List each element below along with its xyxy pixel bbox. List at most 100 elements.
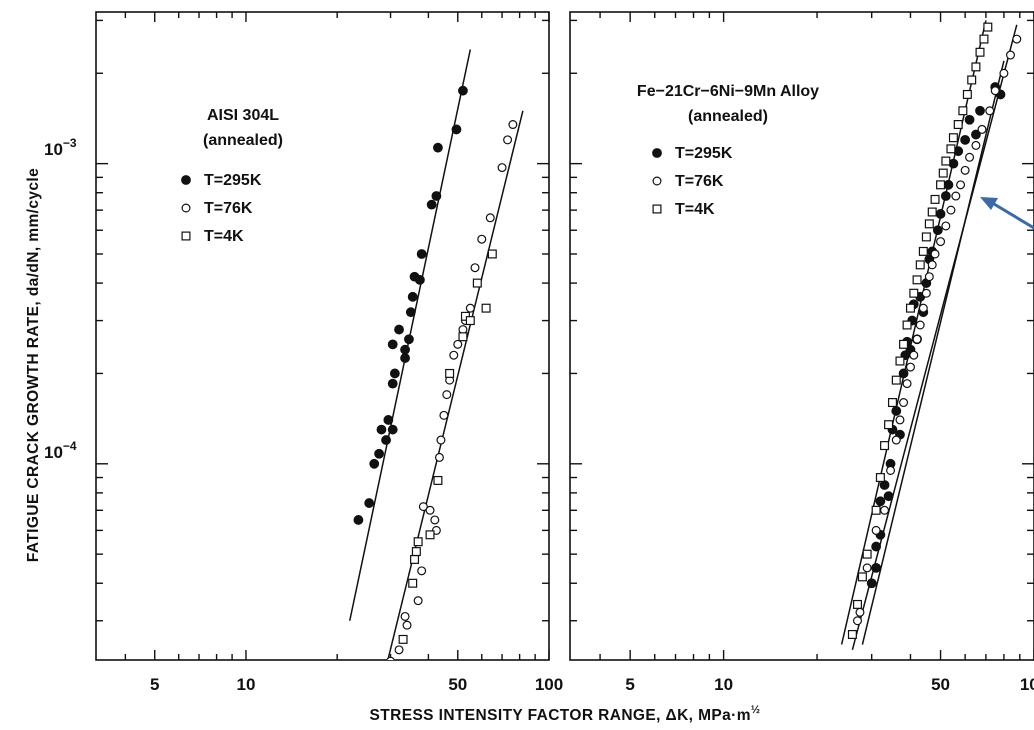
data-point-t-4k	[912, 275, 922, 285]
y-ticks	[96, 19, 549, 622]
legend-marker-t-295k	[652, 148, 662, 158]
data-point-t-76k	[956, 180, 966, 190]
data-point-t-76k	[909, 350, 919, 360]
data-point-t-76k	[465, 303, 475, 313]
legend-label-t-4k: T=4K	[204, 228, 244, 245]
data-point-t-76k	[855, 607, 865, 617]
data-point-t-295k	[400, 353, 410, 363]
data-point-t-76k	[990, 86, 1000, 96]
data-point-t-76k	[902, 379, 912, 389]
y-tick-label-1e-4: 10−4	[44, 439, 77, 462]
plot-area	[348, 49, 524, 660]
chart-subtitle: (annealed)	[688, 108, 768, 125]
data-point-t-4k	[410, 554, 420, 564]
data-point-t-4k	[902, 320, 912, 330]
data-point-t-76k	[417, 566, 427, 576]
data-point-t-4k	[915, 260, 925, 270]
data-point-t-295k	[426, 199, 437, 210]
data-point-t-76k	[871, 525, 881, 535]
x-tick-label: 100	[1020, 675, 1034, 694]
data-point-t-76k	[985, 106, 995, 116]
data-point-t-76k	[915, 320, 925, 330]
data-point-t-76k	[891, 435, 901, 445]
data-point-t-295k	[387, 378, 398, 389]
data-point-t-76k	[508, 120, 518, 130]
data-point-t-76k	[905, 362, 915, 372]
series-t-295k	[353, 85, 468, 525]
data-point-t-76k	[852, 616, 862, 626]
data-point-t-295k	[369, 458, 380, 469]
data-point-t-295k	[971, 129, 981, 140]
data-point-t-4k	[481, 303, 491, 313]
data-point-t-76k	[503, 135, 513, 145]
series-t-4k	[398, 249, 497, 644]
fit-line-t-295k	[861, 60, 1005, 645]
data-point-t-76k	[999, 68, 1009, 78]
y-tick-label-1e-3: 10−3	[44, 136, 77, 159]
data-point-t-295k	[960, 134, 971, 145]
data-point-t-76k	[936, 237, 946, 247]
data-point-t-76k	[927, 260, 937, 270]
data-point-t-76k	[470, 263, 480, 273]
data-point-t-76k	[402, 620, 412, 630]
data-point-t-76k	[1012, 34, 1022, 44]
data-point-t-4k	[487, 249, 497, 259]
data-point-t-76k	[862, 563, 872, 573]
data-point-t-76k	[442, 390, 452, 400]
legend-marker-t-295k	[181, 175, 191, 185]
data-point-t-295k	[400, 344, 410, 355]
x-tick-label: 10	[236, 675, 255, 694]
data-point-t-76k	[413, 596, 423, 606]
data-point-t-295k	[374, 448, 384, 459]
data-point-t-76k	[895, 415, 905, 425]
legend: T=295K T=76K T=4K	[652, 145, 733, 218]
data-point-t-4k	[445, 368, 455, 378]
data-point-t-295k	[433, 142, 443, 153]
data-point-t-295k	[415, 274, 425, 285]
data-point-t-76k	[930, 249, 940, 259]
data-point-t-76k	[425, 505, 435, 515]
data-point-t-295k	[458, 85, 468, 96]
fit-line-t-76k	[387, 110, 524, 660]
data-point-t-76k	[946, 205, 956, 215]
data-point-t-295k	[943, 179, 954, 190]
data-point-t-76k	[880, 505, 890, 515]
x-tick-label: 5	[625, 675, 634, 694]
data-point-t-295k	[353, 515, 364, 525]
data-point-t-76k	[971, 140, 981, 150]
x-tick-label: 50	[931, 675, 950, 694]
data-point-t-76k	[436, 435, 446, 445]
data-point-t-4k	[891, 375, 901, 385]
data-point-t-4k	[880, 441, 890, 451]
data-point-t-295k	[451, 124, 462, 135]
data-point-t-295k	[935, 209, 946, 219]
data-point-t-76k	[899, 398, 909, 408]
data-point-t-295k	[866, 578, 877, 589]
panel-fe-21cr-6ni-9mn: 5 10 50 100 Fe−21Cr−6Ni−9Mn Alloy (annealed) T…	[569, 11, 1034, 694]
data-point-t-76k	[400, 611, 410, 621]
data-point-t-4k	[871, 505, 881, 515]
series-t-76k	[386, 120, 518, 660]
data-point-t-295k	[407, 291, 418, 302]
data-point-t-4k	[857, 572, 867, 582]
legend-label-t-76k: T=76K	[204, 200, 253, 217]
data-point-t-4k	[413, 537, 423, 547]
data-point-t-4k	[938, 168, 948, 178]
annotation-arrow-shaft	[993, 202, 1034, 230]
data-point-t-76k	[386, 656, 395, 660]
data-point-t-295k	[383, 415, 394, 425]
data-point-t-4k	[852, 599, 862, 609]
data-point-t-295k	[405, 307, 416, 318]
x-tick-label: 50	[448, 675, 467, 694]
data-point-t-295k	[387, 339, 398, 350]
x-ticks: 5 10 50 100	[124, 12, 563, 694]
legend-marker-t-76k	[652, 176, 662, 186]
data-point-t-295k	[394, 324, 404, 335]
plot-frame	[569, 11, 1034, 661]
data-point-t-295k	[975, 105, 985, 116]
data-point-t-4k	[953, 120, 963, 130]
data-point-t-76k	[449, 350, 459, 360]
data-point-t-4k	[458, 332, 468, 342]
data-point-t-4k	[962, 89, 972, 99]
